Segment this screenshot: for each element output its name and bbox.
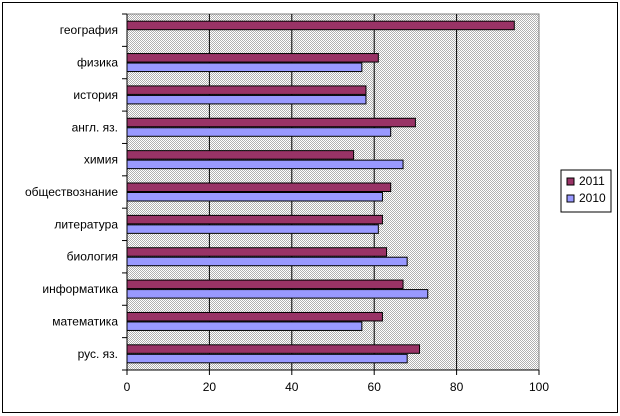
category-label: литература xyxy=(54,217,118,231)
bar-2010-3 xyxy=(126,94,367,105)
bar-2011-11 xyxy=(126,344,421,354)
category-label: история xyxy=(73,88,118,102)
bar-2011-3 xyxy=(126,85,367,95)
bar-2011-2 xyxy=(126,53,379,63)
bar-2011-6 xyxy=(126,182,392,192)
category-label: химия xyxy=(84,153,118,167)
bar-2011-8 xyxy=(126,247,388,257)
category-label: физика xyxy=(77,56,118,70)
category-label: рус. яз. xyxy=(78,347,118,361)
legend-label-2011: 2011 xyxy=(579,174,605,188)
bar-2010-6 xyxy=(126,192,383,202)
bar-2010-5 xyxy=(126,159,404,170)
bar-2010-11 xyxy=(126,353,408,364)
legend-label-2010: 2010 xyxy=(579,191,606,205)
category-label: обществознание xyxy=(25,185,118,199)
bar-2010-8 xyxy=(126,256,408,267)
bar-2010-2 xyxy=(126,62,363,73)
x-tick-label: 60 xyxy=(368,380,382,394)
category-label: математика xyxy=(52,314,118,328)
bar-2010-7 xyxy=(126,224,379,234)
legend-swatch-2011 xyxy=(566,177,575,186)
bar-2011-4 xyxy=(126,117,416,128)
category-label: информатика xyxy=(42,282,118,296)
bar-2010-10 xyxy=(126,321,363,331)
bar-2010-9 xyxy=(126,289,429,299)
x-tick-label: 0 xyxy=(124,380,131,394)
bar-2011-9 xyxy=(126,279,404,290)
x-tick-label: 100 xyxy=(529,380,549,394)
x-tick-label: 80 xyxy=(450,380,464,394)
bar-2011-10 xyxy=(126,311,383,322)
x-tick-label: 20 xyxy=(203,380,217,394)
bar-2011-5 xyxy=(126,150,355,160)
bar-2011-1 xyxy=(126,20,515,31)
bar-2010-4 xyxy=(126,127,392,137)
x-tick-label: 40 xyxy=(285,380,299,394)
bar-2011-7 xyxy=(126,214,383,225)
legend-box xyxy=(560,169,612,213)
category-label: англ. яз. xyxy=(72,120,118,134)
category-label: география xyxy=(60,23,118,37)
category-label: биология xyxy=(67,250,118,264)
legend-swatch-2010 xyxy=(566,194,575,203)
